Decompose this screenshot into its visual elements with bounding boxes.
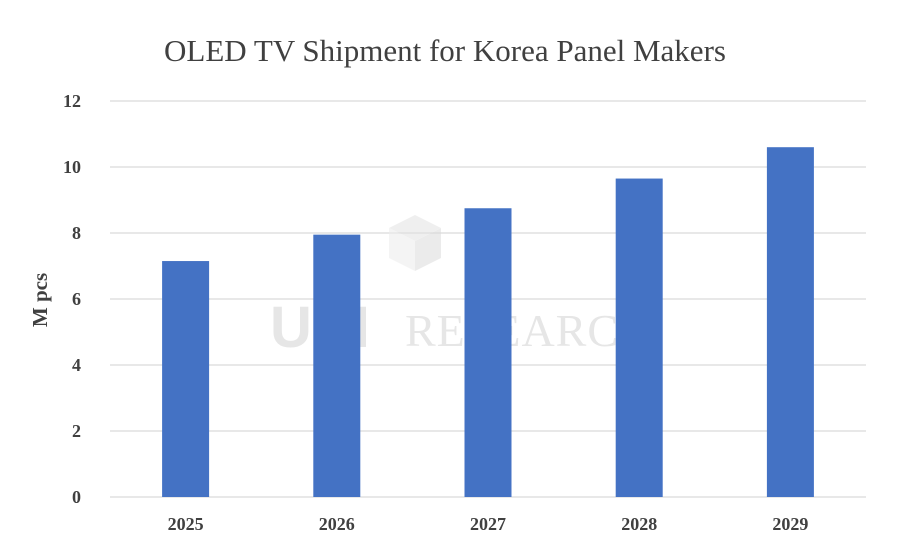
y-tick-label: 0 <box>72 487 81 507</box>
y-tick-label: 4 <box>72 355 81 375</box>
y-tick-labels: 0 2 4 6 8 10 12 <box>63 91 81 507</box>
x-tick-label: 2028 <box>621 514 657 534</box>
bars <box>162 147 814 498</box>
watermark-cube-icon <box>389 215 441 271</box>
y-tick-label: 8 <box>72 223 81 243</box>
bar-2025 <box>162 261 210 497</box>
y-tick-label: 10 <box>63 157 81 177</box>
x-tick-label: 2025 <box>168 514 204 534</box>
x-tick-labels: 2025 2026 2027 2028 2029 <box>168 514 809 534</box>
x-tick-label: 2029 <box>772 514 808 534</box>
chart-title: OLED TV Shipment for Korea Panel Makers <box>164 33 726 68</box>
bar-2027 <box>464 208 512 497</box>
watermark-text: RESEARCH <box>405 305 653 356</box>
y-tick-label: 2 <box>72 421 81 441</box>
y-tick-label: 6 <box>72 289 81 309</box>
bar-2026 <box>313 234 361 497</box>
bar-2028 <box>615 178 663 498</box>
x-tick-label: 2026 <box>319 514 355 534</box>
y-tick-label: 12 <box>63 91 81 111</box>
y-axis-label: M pcs <box>28 273 52 327</box>
bar-2029 <box>766 147 814 497</box>
x-tick-label: 2027 <box>470 514 506 534</box>
